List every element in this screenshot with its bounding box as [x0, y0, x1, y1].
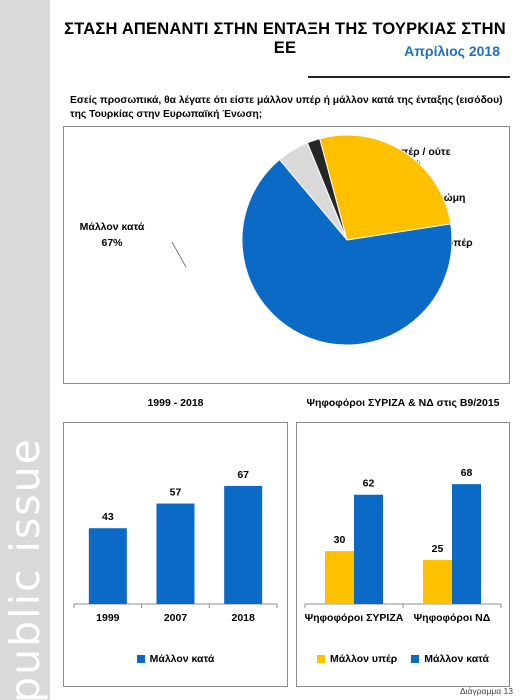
- x-tick-label: Ψηφοφόροι ΝΔ: [414, 612, 491, 624]
- bar-value-label: 30: [334, 534, 346, 546]
- pie-chart: Ούτε υπέρ / ούτεκατά5%Χωρίς γνώμη2%Μάλλο…: [80, 134, 473, 346]
- bar: [88, 528, 127, 604]
- brand-text: public issue: [1, 437, 49, 700]
- legend-label: Μάλλον κατά: [424, 653, 490, 665]
- bar-value-label: 68: [461, 467, 473, 479]
- page-subtitle: Απρίλιος 2018: [404, 43, 500, 59]
- brand-logo: public issue: [0, 437, 50, 700]
- voters-chart-title: Ψηφοφόροι ΣΥΡΙΖΑ & ΝΔ στις Β9/2015: [306, 397, 500, 409]
- sidebar-band: public issue: [0, 0, 50, 700]
- figure-number: Διάγραμμα 13: [459, 686, 513, 696]
- legend-item: Μάλλον κατά: [136, 653, 215, 665]
- voters-chart-panel: 30 62 Ψηφοφόροι ΣΥΡΙΖΑ 25 68 Ψηφοφόροι ΝΔ Μάλ…: [296, 422, 510, 687]
- voters-bar-chart: 30 62 Ψηφοφόροι ΣΥΡΙΖΑ 25 68 Ψηφοφόροι ΝΔ: [304, 467, 502, 624]
- bar: [354, 494, 383, 604]
- trend-chart-panel: 43 1999 57 2007 67 2018 Μάλλον κατά: [63, 422, 288, 687]
- title-divider: [308, 76, 510, 78]
- legend-label: Μάλλον υπέρ: [329, 653, 398, 665]
- bar: [452, 484, 481, 604]
- bar-value-label: 62: [363, 478, 375, 490]
- x-tick-label: 2018: [231, 612, 255, 624]
- legend-swatch: [411, 655, 420, 663]
- legend-item: Μάλλον κατά: [411, 653, 489, 665]
- trend-bar-chart: 43 1999 57 2007 67 2018: [73, 469, 278, 624]
- x-tick-label: 1999: [96, 612, 120, 624]
- legend-item: Μάλλον υπέρ: [316, 653, 398, 665]
- page-title: ΣΤΑΣΗ ΑΠΕΝΑΝΤΙ ΣΤΗΝ ΕΝΤΑΞΗ ΤΗΣ ΤΟΥΡΚΙΑΣ …: [64, 20, 506, 57]
- pie-slice-4: [241, 158, 453, 346]
- bar-value-label: 25: [432, 543, 444, 555]
- bar-value-label: 67: [237, 469, 249, 481]
- bar: [423, 559, 452, 604]
- bar-value-label: 43: [102, 511, 114, 523]
- legend-swatch: [316, 655, 325, 663]
- legend-label: Μάλλον κατά: [149, 653, 215, 665]
- bar-value-label: 57: [170, 487, 182, 499]
- survey-question: Εσείς προσωπικά, θα λέγατε ότι είστε μάλ…: [70, 95, 503, 120]
- bar: [325, 551, 354, 604]
- pie-slice-3: [319, 134, 452, 241]
- legend-swatch: [136, 655, 145, 663]
- bar: [224, 485, 263, 604]
- trend-chart-title: 1999 - 2018: [147, 397, 204, 409]
- x-tick-label: Ψηφοφόροι ΣΥΡΙΖΑ: [305, 612, 404, 624]
- x-tick-label: 2007: [164, 612, 188, 624]
- pie-slice-value: 67%: [101, 237, 123, 249]
- trend-chart-legend: Μάλλον κατά: [64, 653, 287, 665]
- voters-chart-legend: Μάλλον υπέρ Μάλλον κατά: [297, 653, 509, 665]
- bar: [156, 503, 195, 604]
- pie-slice-label: Μάλλον κατά: [80, 221, 145, 233]
- pie-leader-line: [171, 241, 187, 268]
- pie-chart-panel: Ούτε υπέρ / ούτεκατά5%Χωρίς γνώμη2%Μάλλο…: [63, 126, 510, 384]
